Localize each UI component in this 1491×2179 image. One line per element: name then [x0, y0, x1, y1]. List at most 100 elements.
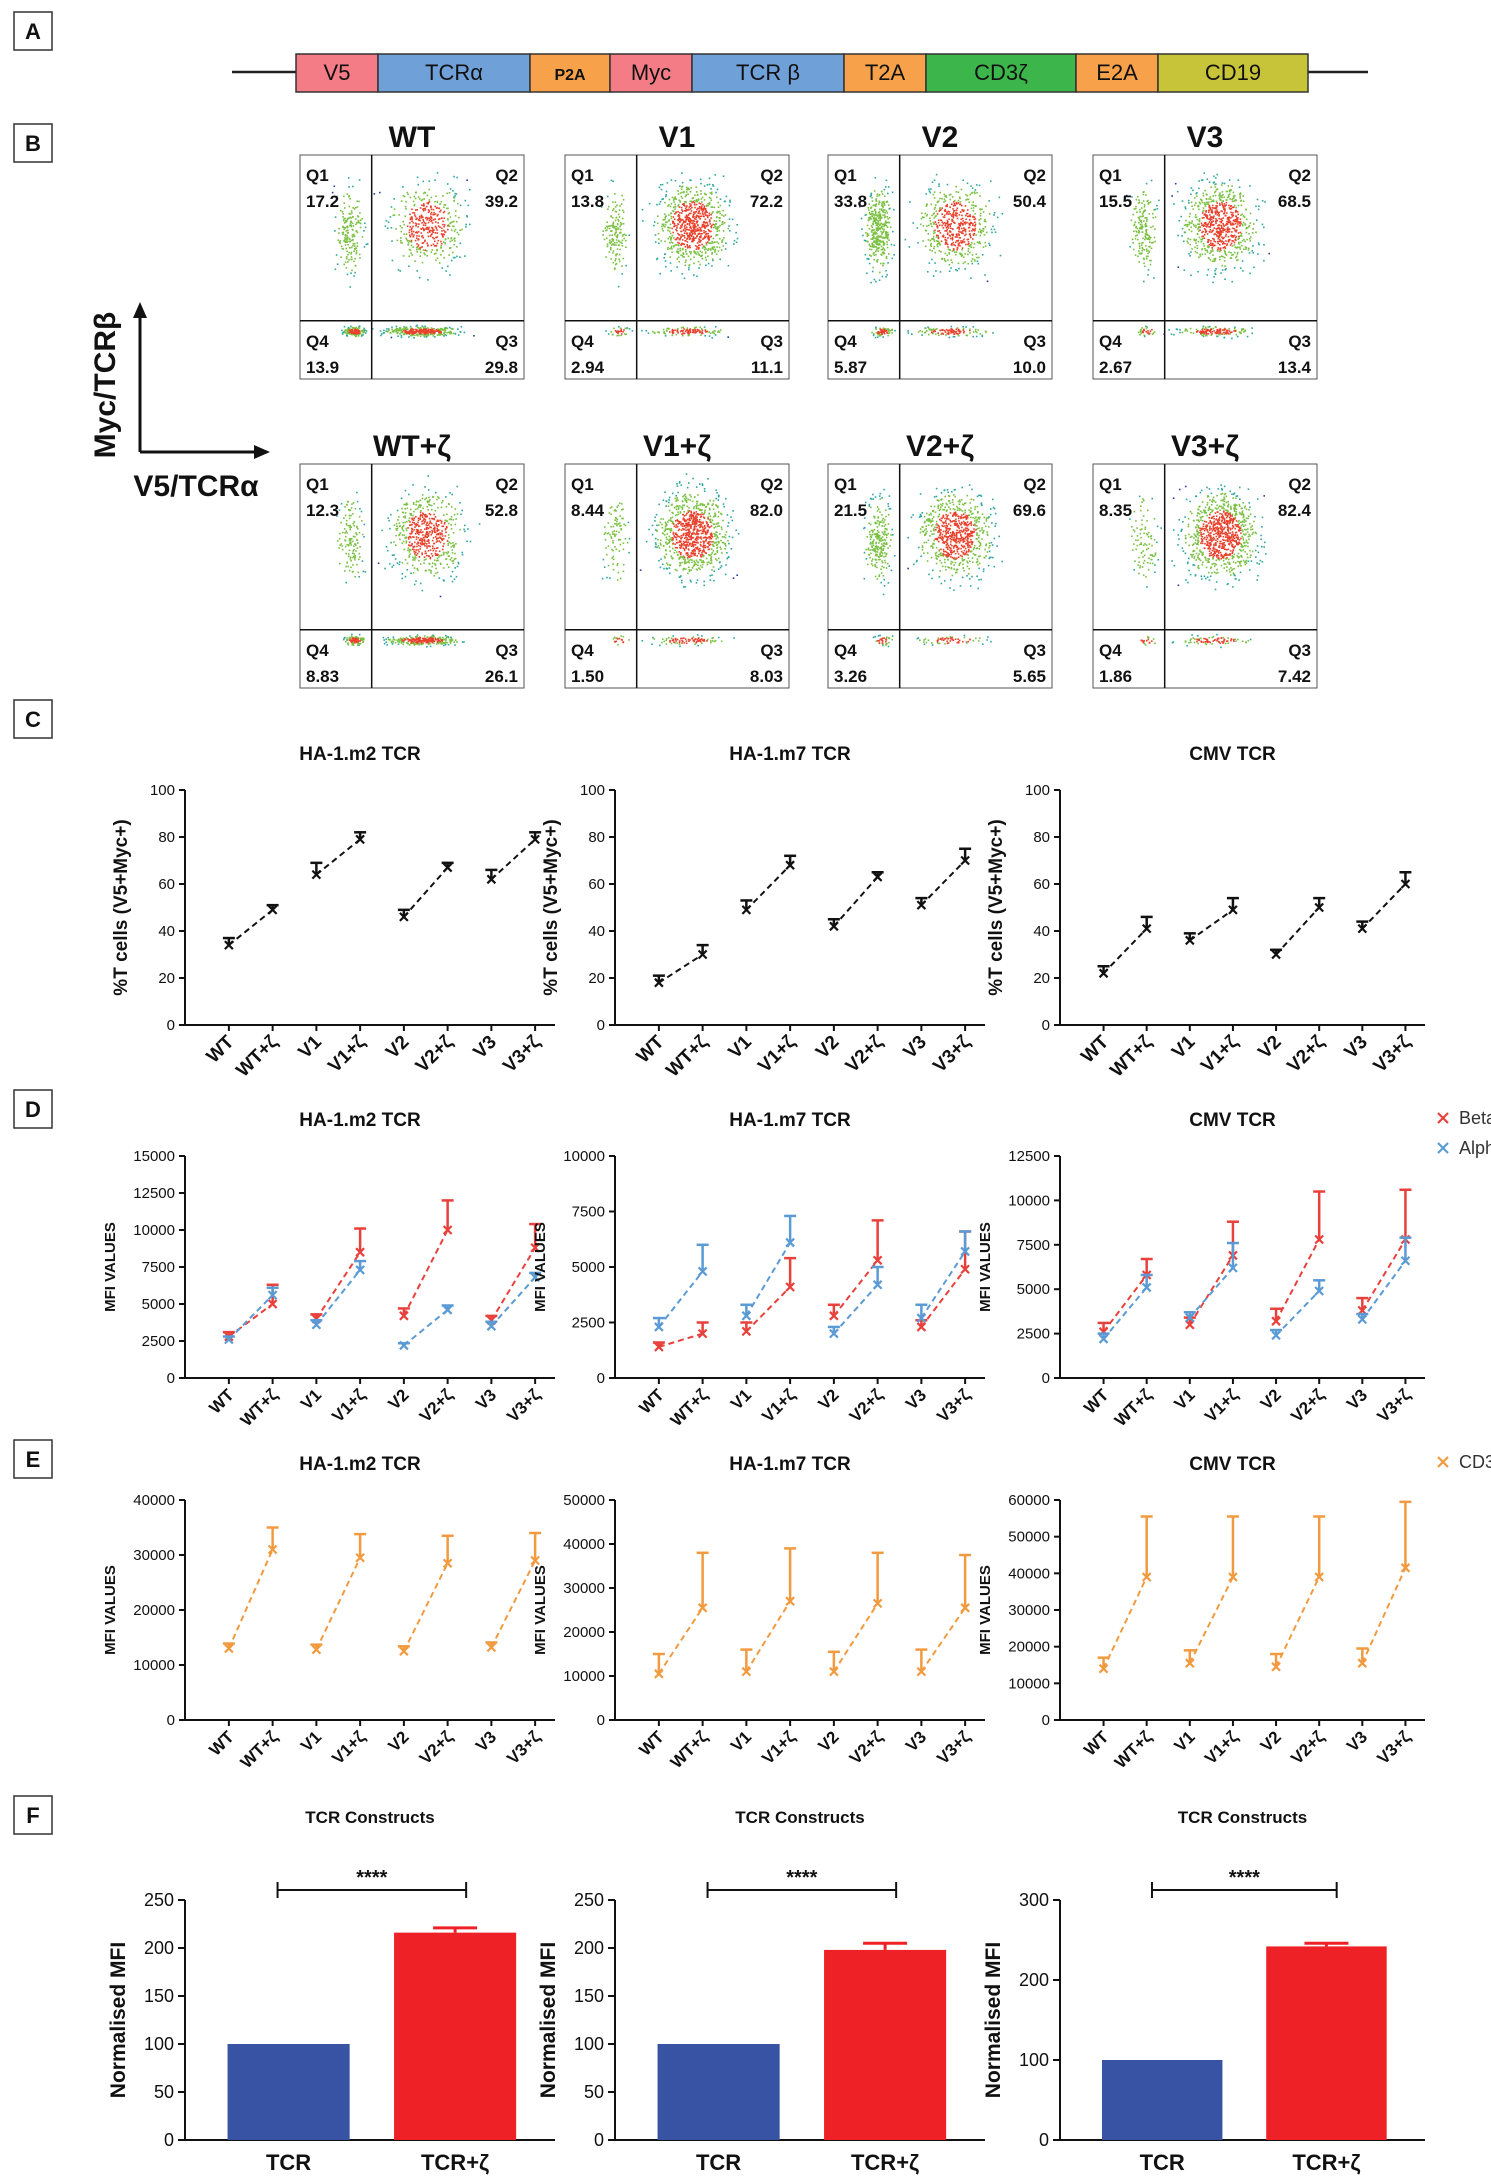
- flow-dot: [966, 194, 969, 197]
- flow-dot: [336, 263, 339, 265]
- flow-dot: [442, 241, 445, 243]
- flow-dot: [382, 332, 385, 334]
- flow-dot: [686, 218, 688, 221]
- flow-dot: [617, 213, 620, 216]
- flow-dot: [932, 328, 935, 330]
- flow-dot: [683, 205, 686, 207]
- flow-dot: [1206, 223, 1209, 226]
- flow-dot: [678, 218, 680, 220]
- flow-dot: [1258, 205, 1260, 207]
- flow-dot: [353, 242, 356, 245]
- flow-dot: [1233, 251, 1236, 254]
- flow-dot: [939, 197, 941, 200]
- flow-dot: [359, 332, 362, 335]
- flow-dot: [621, 194, 623, 197]
- flow-dot: [966, 334, 969, 337]
- flow-dot: [1220, 233, 1222, 235]
- flow-dot: [1147, 255, 1149, 258]
- flow-dot: [439, 536, 441, 538]
- flow-dot: [399, 329, 401, 331]
- flow-dot: [422, 334, 425, 336]
- flow-dot: [1224, 265, 1226, 267]
- flow-dot: [873, 229, 876, 231]
- flow-dot: [681, 273, 684, 275]
- flow-dot: [1234, 222, 1237, 225]
- flow-dot: [420, 331, 422, 334]
- flow-dot: [876, 214, 878, 216]
- flow-dot: [1205, 334, 1207, 337]
- flow-dot: [953, 203, 956, 205]
- flow-dot: [664, 223, 667, 226]
- flow-dot: [712, 211, 714, 213]
- flow-dot: [396, 328, 399, 330]
- flow-dot: [953, 201, 955, 203]
- flow-dot: [1211, 242, 1214, 245]
- flow-dot: [442, 567, 445, 569]
- flow-dot: [1210, 244, 1212, 246]
- flow-dot: [405, 237, 407, 240]
- flow-dot: [1219, 248, 1221, 250]
- flow-dot: [682, 239, 684, 241]
- flow-dot: [434, 559, 436, 562]
- flow-dot: [920, 212, 923, 214]
- flow-dot: [421, 542, 424, 544]
- flow-dot: [729, 199, 731, 202]
- flow-dot: [358, 200, 360, 203]
- flow-dot: [350, 256, 353, 258]
- flow-dot: [612, 225, 615, 227]
- flow-dot: [354, 248, 356, 250]
- flow-dot: [448, 537, 450, 539]
- flow-dot: [411, 517, 413, 520]
- flow-dot: [1141, 247, 1144, 250]
- flow-dot: [964, 261, 966, 263]
- flow-dot: [1139, 223, 1142, 226]
- flow-dot: [657, 215, 659, 217]
- flow-dot: [1226, 199, 1228, 201]
- flow-dot: [467, 528, 469, 530]
- flow-dot: [953, 210, 956, 212]
- flow-dot: [456, 176, 458, 179]
- flow-dot: [1143, 249, 1145, 251]
- flow-dot: [952, 234, 954, 237]
- flow-dot: [1235, 255, 1238, 258]
- flow-dot: [1152, 241, 1154, 244]
- flow-dot: [701, 233, 703, 235]
- flow-dot: [950, 214, 953, 216]
- flow-dot: [935, 333, 937, 335]
- flow-dot: [949, 237, 952, 240]
- flow-dot: [420, 228, 422, 230]
- flow-dot: [962, 232, 964, 235]
- flow-dot: [712, 184, 714, 186]
- flow-dot: [409, 213, 411, 216]
- flow-dot: [406, 331, 408, 334]
- flow-dot: [351, 333, 353, 336]
- flow-dot: [406, 330, 408, 333]
- flow-dot: [945, 239, 948, 241]
- flow-dot: [1217, 332, 1219, 335]
- flow-dot: [612, 201, 614, 203]
- flow-dot: [426, 527, 429, 529]
- flow-dot: [971, 242, 973, 244]
- flow-dot: [625, 246, 627, 248]
- flow-dot: [690, 252, 692, 255]
- flow-dot: [695, 253, 698, 255]
- flow-dot: [1146, 326, 1148, 328]
- flow-dot: [881, 202, 883, 205]
- flow-dot: [424, 332, 427, 335]
- flow-dot: [1213, 224, 1215, 226]
- flow-dot: [967, 253, 969, 256]
- flow-dot: [447, 237, 450, 240]
- flow-dot: [957, 330, 959, 332]
- flow-dot: [459, 229, 461, 231]
- flow-dot: [946, 205, 948, 207]
- flow-dot: [416, 248, 418, 251]
- flow-dot: [705, 264, 707, 267]
- flow-dot: [954, 241, 957, 244]
- flow-dot: [944, 243, 947, 245]
- flow-dot: [942, 333, 945, 335]
- flow-dot: [353, 250, 355, 252]
- flow-dot: [697, 260, 700, 263]
- flow-dot: [955, 233, 958, 236]
- flow-dot: [679, 212, 681, 214]
- flow-dot: [1263, 259, 1265, 262]
